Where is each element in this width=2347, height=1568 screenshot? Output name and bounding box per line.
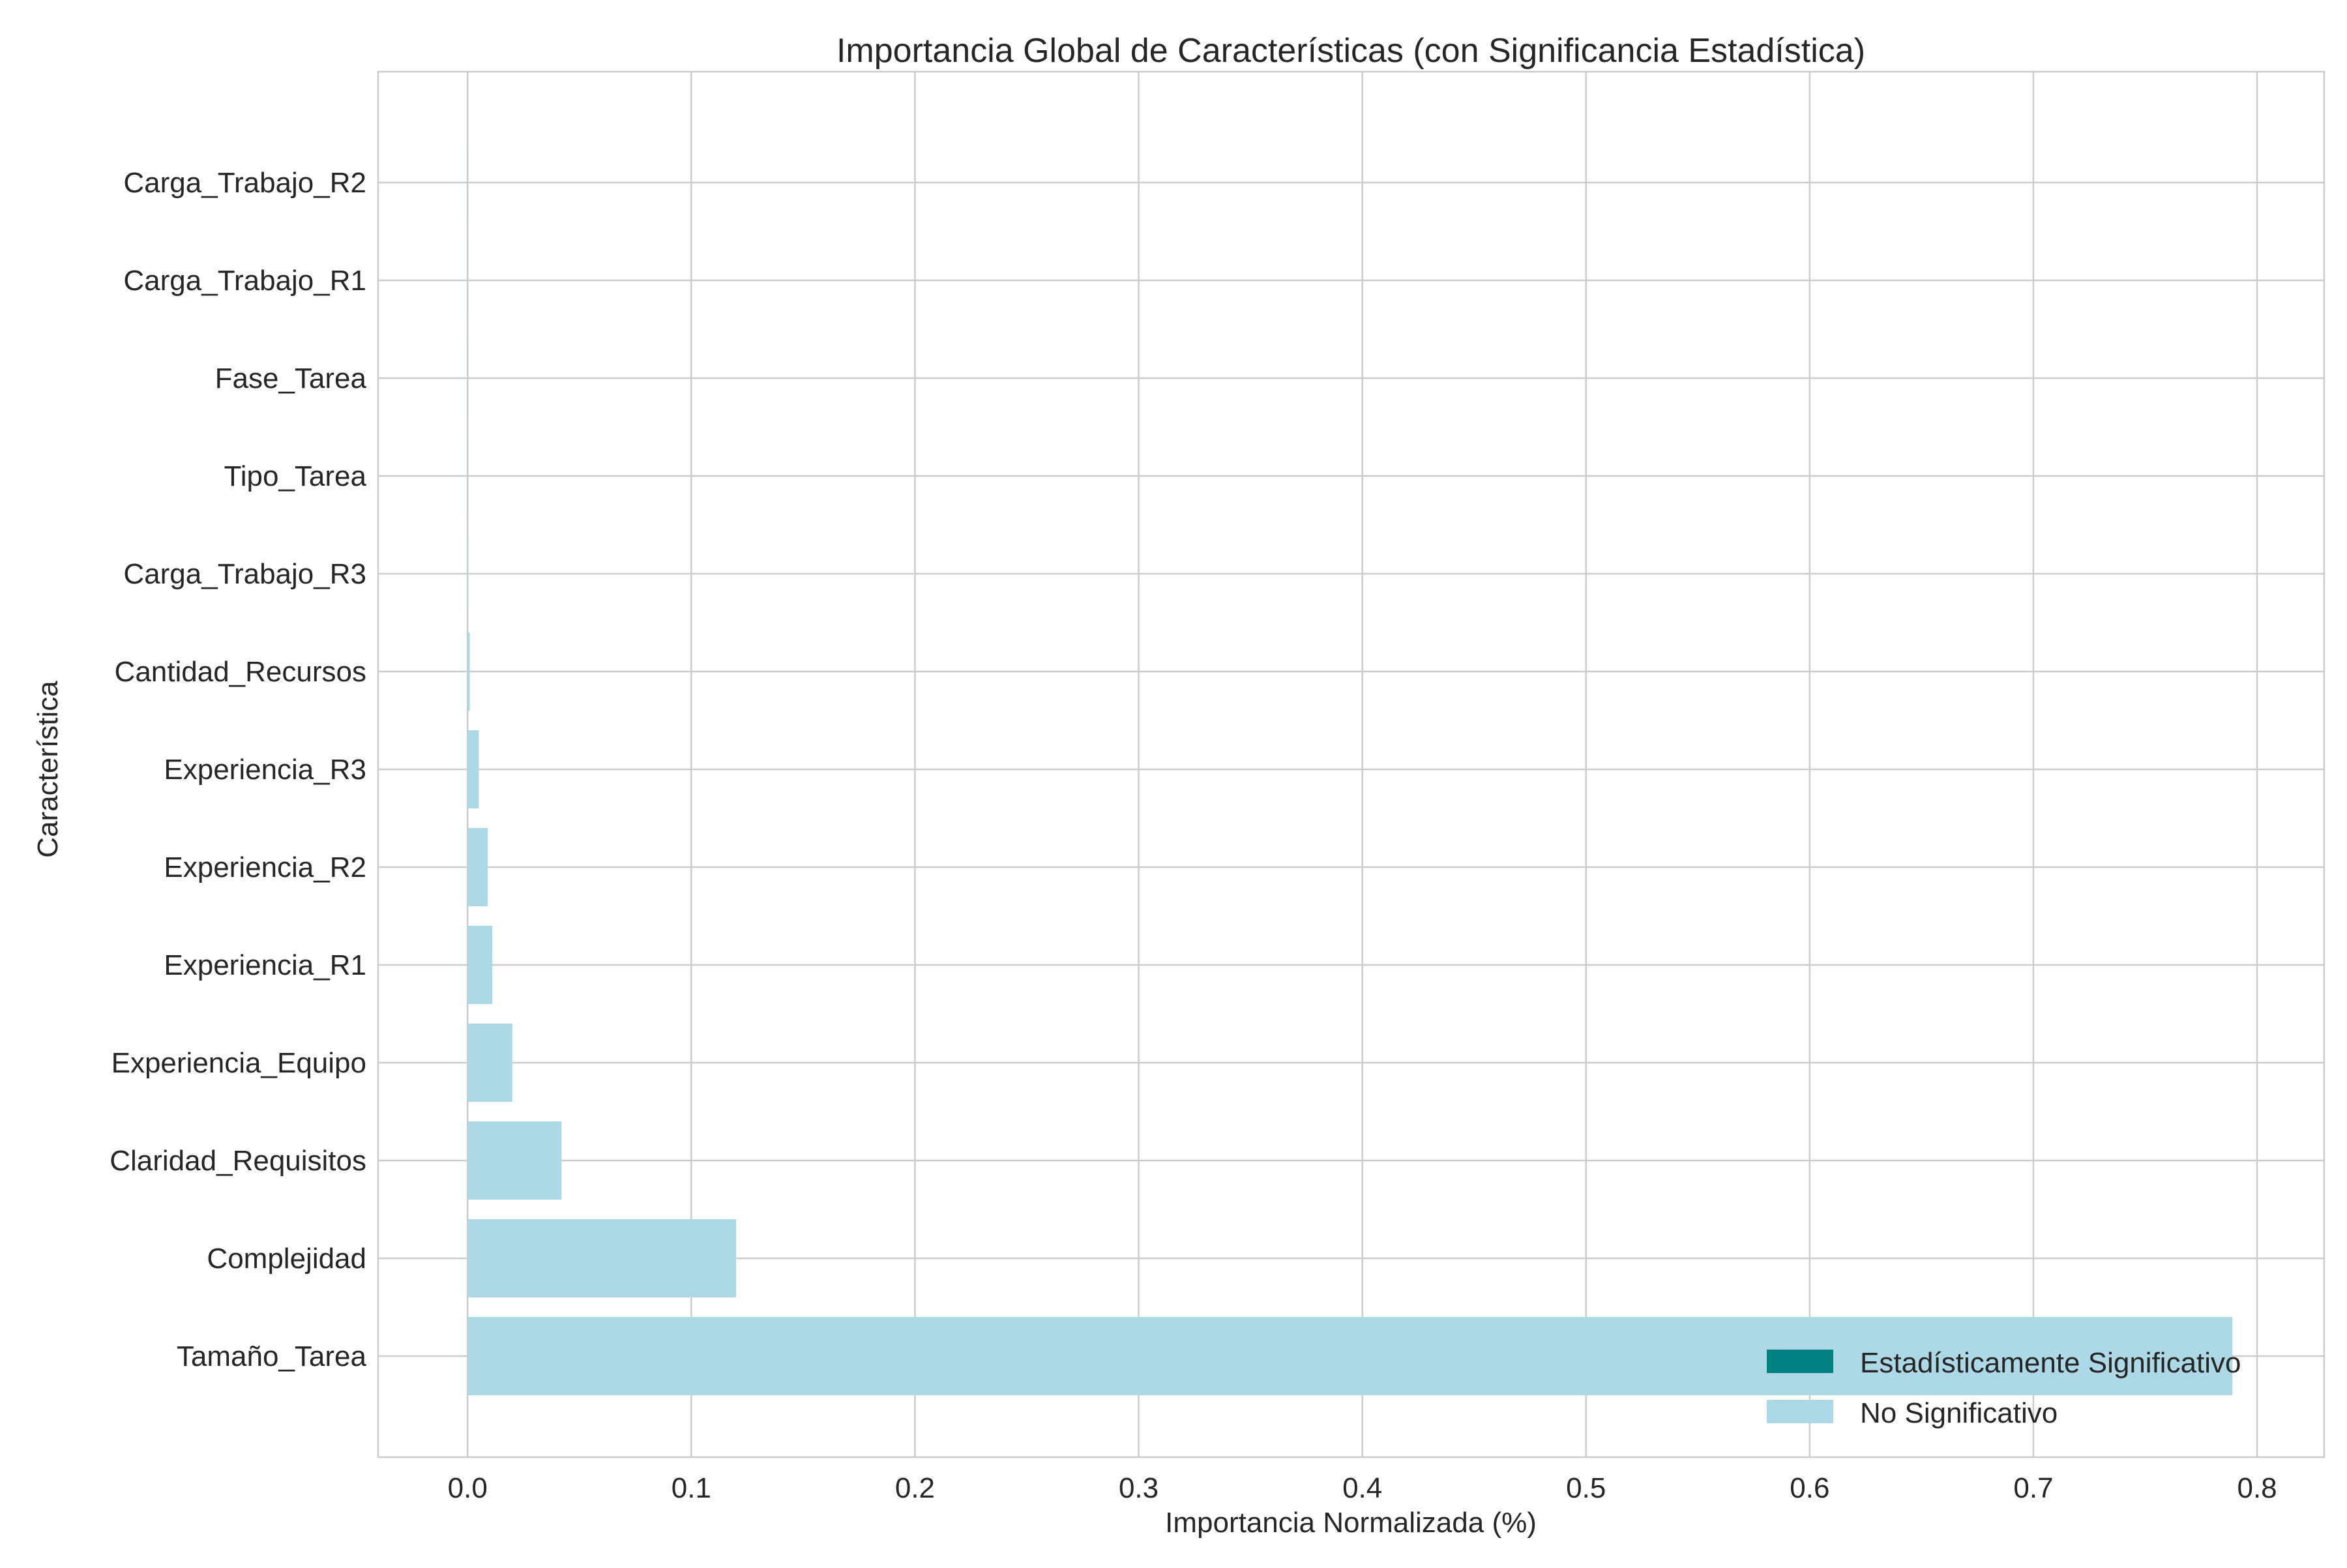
bar: [467, 1317, 2233, 1395]
y-tick-label: Complejidad: [207, 1243, 366, 1275]
bar: [467, 1024, 512, 1102]
x-tick-label: 0.0: [448, 1472, 488, 1504]
x-tick-label: 0.3: [1119, 1472, 1159, 1504]
y-tick-label: Tamaño_Tarea: [177, 1340, 367, 1372]
y-tick-label: Fase_Tarea: [215, 362, 367, 394]
chart-title: Importancia Global de Características (c…: [836, 32, 1865, 70]
x-tick-label: 0.5: [1566, 1472, 1606, 1504]
bar-layer: [467, 143, 2233, 1395]
x-tick-label: 0.7: [2013, 1472, 2053, 1504]
x-tick-label: 0.4: [1342, 1472, 1382, 1504]
y-tick-label: Tipo_Tarea: [224, 460, 367, 492]
bar: [467, 926, 492, 1004]
legend-label-significant: Estadísticamente Significativo: [1860, 1347, 2241, 1379]
bar: [467, 1121, 562, 1200]
y-tick-label: Carga_Trabajo_R1: [123, 265, 366, 297]
x-tick-label: 0.8: [2237, 1472, 2277, 1504]
bar: [467, 632, 470, 711]
x-tick-label: 0.6: [1790, 1472, 1829, 1504]
y-tick-label: Experiencia_R3: [164, 754, 366, 786]
bar: [467, 339, 468, 417]
y-tick-label: Claridad_Requisitos: [110, 1145, 366, 1177]
y-tick-label: Cantidad_Recursos: [115, 656, 366, 688]
legend-swatch-significant: [1767, 1350, 1833, 1373]
bar: [467, 535, 469, 613]
x-axis-label: Importancia Normalizada (%): [1165, 1507, 1537, 1539]
x-tick-label: 0.2: [895, 1472, 935, 1504]
y-axis-label: Característica: [32, 681, 64, 858]
bar: [467, 828, 488, 906]
x-tick-label: 0.1: [672, 1472, 711, 1504]
y-tick-label: Experiencia_R2: [164, 851, 366, 883]
bar: [467, 241, 468, 319]
bar: [467, 1219, 736, 1297]
bar: [467, 143, 468, 222]
y-tick-label: Experiencia_R1: [164, 949, 366, 981]
legend-label-not-significant: No Significativo: [1860, 1397, 2058, 1429]
y-tick-label: Experiencia_Equipo: [111, 1047, 366, 1079]
tick-layer: 0.0 0.1 0.2 0.3 0.4 0.5 0.6 0.7 0.8 Tamaño_Tarea C…: [110, 167, 2277, 1504]
bar: [467, 437, 468, 515]
legend: Estadísticamente Significativo No Signif…: [1767, 1347, 2241, 1429]
legend-swatch-not-significant: [1767, 1400, 1833, 1423]
y-tick-label: Carga_Trabajo_R3: [123, 558, 366, 590]
plot-frame: [377, 70, 2325, 1458]
bar: [467, 730, 479, 808]
y-tick-label: Carga_Trabajo_R2: [123, 167, 366, 199]
